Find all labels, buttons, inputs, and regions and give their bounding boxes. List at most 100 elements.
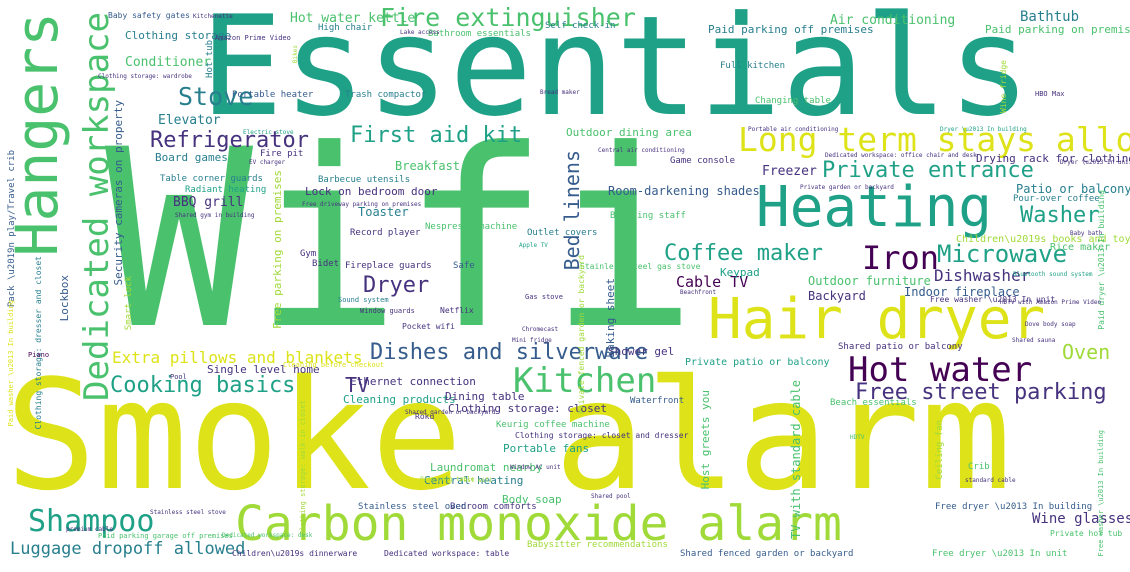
word: Shared gym in building <box>175 212 255 219</box>
word: Clothing storage: closet and dresser <box>515 431 689 440</box>
word: Clothing storage: closet <box>448 402 607 415</box>
word: Shared sauna <box>1012 337 1056 344</box>
word: Paid washer \u2013 In building <box>7 300 15 427</box>
word: Stainless steel oven <box>358 502 467 512</box>
word: Dove body soap <box>1025 321 1076 328</box>
word: Clothing storage: dresser and closet <box>34 256 43 430</box>
word: Body soap <box>502 493 562 506</box>
word: Window AC unit <box>510 464 561 471</box>
word: Air conditioning <box>830 13 956 28</box>
word: Carbon monoxide alarm <box>235 496 842 552</box>
word: Dishwasher <box>934 266 1031 285</box>
word: Toaster <box>358 205 409 219</box>
word: Free driveway parking on premises <box>302 201 422 208</box>
word: Indoor fireplace <box>904 285 1020 299</box>
word: Waterfront <box>630 396 685 406</box>
word: Dryer <box>363 273 430 298</box>
word: Portable fans <box>503 442 590 455</box>
word: Hot water kettle <box>290 11 416 26</box>
word: Babysitter recommendations <box>527 540 668 550</box>
word: Bathroom essentials <box>428 29 531 39</box>
word: Paid parking off premises <box>708 23 874 36</box>
word: Paid parking garage off premises <box>98 532 233 540</box>
word: Bidet <box>312 259 340 269</box>
word: High chair <box>318 23 373 33</box>
word: Outdoor furniture <box>808 274 931 288</box>
word: Nespresso machine <box>425 222 518 232</box>
word: Baby bath <box>1070 230 1103 237</box>
word: Essentials <box>200 0 1031 147</box>
word: Conditioner <box>125 55 212 70</box>
word: Game console <box>670 156 736 166</box>
word: Room-darkening shades <box>608 184 760 198</box>
word: Full kitchen <box>720 61 786 71</box>
word: BBQ grill <box>173 195 244 210</box>
word: Apple TV <box>519 242 548 249</box>
word: Cleaning before checkout <box>283 361 385 369</box>
word: Outlet covers <box>527 228 598 238</box>
word: Mini fridge <box>512 337 552 344</box>
word: Fast wifi <box>460 477 493 484</box>
word: EV charger <box>249 159 286 166</box>
word: Microwave <box>937 240 1068 268</box>
word: Lockbox <box>58 275 71 322</box>
word: Clothing storage <box>125 29 231 42</box>
word: Kitchen <box>513 361 657 401</box>
word: Shower gel <box>608 345 675 358</box>
word: Private entrance <box>822 158 1034 183</box>
word: Bluetooth sound system <box>1013 271 1093 278</box>
word: Heating <box>756 175 993 240</box>
word: Ping pong table <box>420 476 475 483</box>
word: Shared patio or balcony <box>838 342 963 352</box>
word: Oven <box>1062 340 1111 364</box>
word: Extra pillows and blankets <box>112 348 363 367</box>
word: Smart lock <box>124 276 134 331</box>
word: Free street parking <box>855 380 1107 405</box>
word: Baby safety gates <box>108 11 190 20</box>
word: Keurig coffee machine <box>496 420 610 430</box>
word: Outdoor dining area <box>566 126 692 139</box>
word: Wine glasses <box>1032 511 1130 527</box>
word: Dishes and silverware <box>370 340 649 365</box>
word: TV <box>345 373 370 397</box>
word: Central air conditioning <box>598 147 685 154</box>
word: Shared garden or backyard <box>405 409 496 416</box>
word: Gym <box>300 249 317 259</box>
word: Iron <box>862 239 940 277</box>
word: Wifi <box>105 98 698 384</box>
word: Gas stove <box>525 293 563 301</box>
word: Kitchenette <box>193 13 233 20</box>
word: Sound system <box>338 296 389 304</box>
word: Cable TV <box>676 273 749 291</box>
word: Bathtub <box>1020 9 1080 25</box>
word: Smoke alarm <box>5 347 1012 524</box>
word: Private hot tub <box>1050 529 1123 538</box>
word: Bed linens <box>560 150 584 271</box>
word: Cleaning products <box>343 393 456 406</box>
word: Paid parking on premises <box>985 23 1130 36</box>
word: Single level home <box>207 363 320 376</box>
word: Paid dryer \u2013 In building <box>1097 190 1106 330</box>
word: Clothing storage: wardrobe <box>98 73 192 80</box>
word: Ceiling fan <box>935 420 945 480</box>
word: Backyard <box>808 289 866 303</box>
word: Self check-in <box>545 21 616 31</box>
word: Stainless steel stove <box>150 509 226 516</box>
word: Dryer \u2013 In building <box>940 126 1027 133</box>
word: Keypad <box>720 266 760 279</box>
word: Breakfast <box>395 159 461 173</box>
word: Dedicated workspace <box>77 12 117 401</box>
word: Laundromat nearby <box>430 461 543 474</box>
word: Private patio or balcony <box>685 357 830 368</box>
word: Private fenced garden or backyard <box>577 255 586 414</box>
word: standard cable <box>965 477 1016 484</box>
word: Patio or balcony <box>1016 182 1130 196</box>
word: Free washer \u2013 In unit <box>930 295 1056 304</box>
word: Dedicated workspace: office chair and de… <box>825 152 977 159</box>
word: Fire extinguisher <box>380 3 636 32</box>
word: Table corner guards <box>160 174 263 184</box>
word: Shared pool <box>591 493 631 500</box>
word: Fire pit <box>260 149 304 159</box>
word: Ethernet connection <box>350 375 476 388</box>
